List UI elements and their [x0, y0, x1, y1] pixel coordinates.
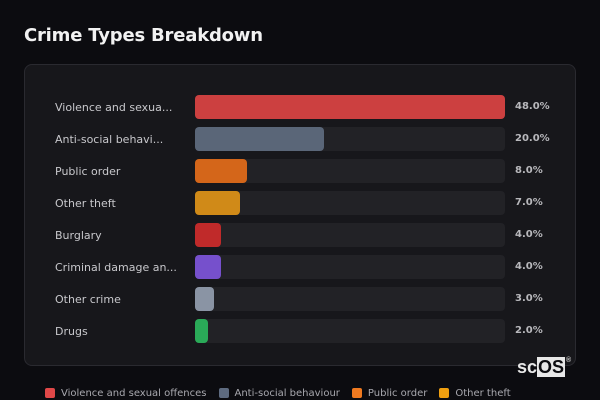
- bar-label: Anti-social behavi...: [55, 133, 164, 146]
- bar-value: 20.0%: [515, 133, 550, 144]
- chart-legend: Violence and sexual offences Anti-social…: [45, 386, 511, 400]
- bar-track: [195, 223, 505, 247]
- legend-swatch: [45, 388, 55, 398]
- bar-track: [195, 255, 505, 279]
- bar-row: Violence and sexua... 48.0%: [25, 95, 575, 121]
- bar-row: Other crime 3.0%: [25, 287, 575, 313]
- bar[interactable]: [195, 127, 324, 151]
- chart-title: Crime Types Breakdown: [24, 25, 263, 46]
- bar-track: [195, 191, 505, 215]
- bar-value: 4.0%: [515, 229, 543, 240]
- legend-label: Violence and sexual offences: [61, 387, 207, 399]
- legend-swatch: [218, 388, 229, 398]
- bar[interactable]: [195, 223, 221, 247]
- watermark-text: sc: [517, 357, 538, 377]
- bar[interactable]: [195, 95, 505, 119]
- registered-icon: ®: [566, 357, 572, 364]
- bar[interactable]: [195, 255, 221, 279]
- legend-swatch: [351, 388, 362, 398]
- legend-label: Public order: [367, 387, 428, 399]
- bar-row: Public order 8.0%: [25, 159, 575, 185]
- bar-label: Public order: [55, 165, 121, 178]
- bar-track: [195, 95, 505, 119]
- bar-row: Anti-social behavi... 20.0%: [25, 127, 575, 153]
- bar-label: Criminal damage an...: [55, 261, 177, 274]
- bar-row: Criminal damage an... 4.0%: [25, 255, 575, 281]
- bar-value: 8.0%: [515, 165, 543, 176]
- bar[interactable]: [195, 287, 214, 311]
- chart-panel: Violence and sexua... 48.0% Anti-social …: [24, 64, 576, 366]
- bar-value: 48.0%: [515, 101, 550, 112]
- bar-track: [195, 159, 505, 183]
- bar[interactable]: [195, 191, 240, 215]
- bar[interactable]: [195, 159, 247, 183]
- bar-row: Burglary 4.0%: [25, 223, 575, 249]
- bar-value: 4.0%: [515, 261, 543, 272]
- bar[interactable]: [195, 319, 208, 343]
- legend-item[interactable]: Public order: [351, 387, 428, 399]
- watermark-boxed-text: OS: [537, 357, 566, 377]
- bar-label: Burglary: [55, 229, 102, 242]
- bar-value: 3.0%: [515, 293, 543, 304]
- bar-label: Violence and sexua...: [55, 101, 173, 114]
- bar-value: 7.0%: [515, 197, 543, 208]
- legend-label: Anti-social behaviour: [234, 387, 340, 399]
- legend-item[interactable]: Anti-social behaviour: [218, 387, 340, 399]
- bar-row: Drugs 2.0%: [25, 319, 575, 345]
- bar-track: [195, 287, 505, 311]
- bar-value: 2.0%: [515, 325, 543, 336]
- bar-label: Other crime: [55, 293, 121, 306]
- bar-row: Other theft 7.0%: [25, 191, 575, 217]
- bar-label: Drugs: [55, 325, 88, 338]
- legend-label: Other theft: [455, 387, 511, 399]
- bar-track: [195, 319, 505, 343]
- legend-item[interactable]: Violence and sexual offences: [45, 388, 207, 399]
- legend-swatch: [439, 388, 450, 398]
- bar-label: Other theft: [55, 197, 116, 210]
- bar-track: [195, 127, 505, 151]
- scos-watermark-logo: sc OS ®: [517, 357, 571, 377]
- legend-item[interactable]: Other theft: [439, 387, 511, 399]
